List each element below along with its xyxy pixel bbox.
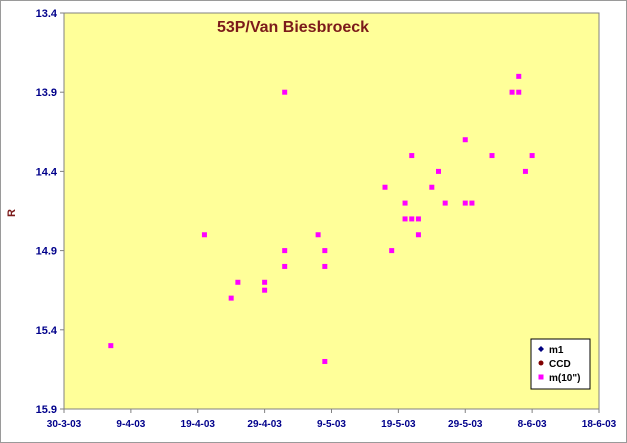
data-point (282, 89, 288, 95)
y-tick-label: 15.9 (36, 404, 57, 416)
data-point (516, 89, 522, 95)
y-axis-label: R (6, 209, 18, 217)
y-tick-label: 13.9 (36, 87, 57, 99)
chart-title: 53P/Van Biesbroeck (217, 19, 369, 36)
x-tick-label: 29-4-03 (247, 419, 282, 430)
legend: m1 CCD m(10") (530, 338, 591, 390)
data-point (322, 358, 328, 364)
data-point (322, 248, 328, 254)
data-point (516, 73, 522, 79)
data-point (382, 184, 388, 190)
data-point (322, 263, 328, 269)
data-points (108, 73, 535, 364)
legend-label: CCD (549, 359, 571, 370)
legend-marker-square (538, 374, 544, 380)
y-tick-label: 13.4 (36, 8, 58, 20)
data-point (436, 168, 441, 174)
data-point (409, 216, 415, 222)
data-point (489, 153, 495, 159)
legend-label: m1 (549, 345, 564, 356)
data-point (402, 200, 408, 206)
x-tick-label: 19-5-03 (381, 419, 416, 430)
data-point (529, 153, 535, 159)
legend-marker-diamond (538, 346, 544, 352)
data-point (389, 248, 395, 254)
plot-area (63, 12, 600, 410)
legend-label: m(10") (549, 373, 580, 384)
data-point (462, 200, 468, 206)
data-point (469, 200, 475, 206)
x-tick-label: 29-5-03 (448, 419, 483, 430)
x-tick-label: 9-5-03 (317, 419, 346, 430)
legend-marker-circle (538, 360, 544, 366)
data-point (442, 200, 448, 206)
data-point (462, 137, 468, 143)
data-point (429, 184, 435, 190)
x-axis: 30-3-03 9-4-03 19-4-03 29-4-03 9-5-03 19-5-03… (47, 409, 617, 430)
data-point (509, 89, 515, 95)
y-tick-label: 15.4 (36, 325, 58, 337)
data-point (262, 279, 268, 285)
data-point (522, 168, 528, 174)
data-point (228, 295, 234, 301)
data-point (415, 216, 421, 222)
data-point (262, 287, 268, 293)
data-point (201, 232, 207, 238)
x-tick-label: 9-4-03 (116, 419, 145, 430)
x-tick-label: 30-3-03 (47, 419, 82, 430)
x-tick-label: 19-4-03 (181, 419, 216, 430)
x-tick-label: 8-6-03 (518, 419, 547, 430)
data-point (282, 263, 288, 269)
y-tick-label: 14.9 (36, 246, 57, 258)
data-point (282, 248, 288, 254)
data-point (315, 232, 321, 238)
y-axis: 13.4 13.9 14.4 14.9 15.4 15.9 (36, 8, 64, 416)
y-tick-label: 14.4 (36, 166, 58, 178)
data-point (415, 232, 421, 238)
x-tick-label: 18-6-03 (582, 419, 617, 430)
data-point (108, 343, 114, 349)
data-point (402, 216, 408, 222)
data-point (409, 153, 415, 159)
data-point (235, 279, 241, 285)
